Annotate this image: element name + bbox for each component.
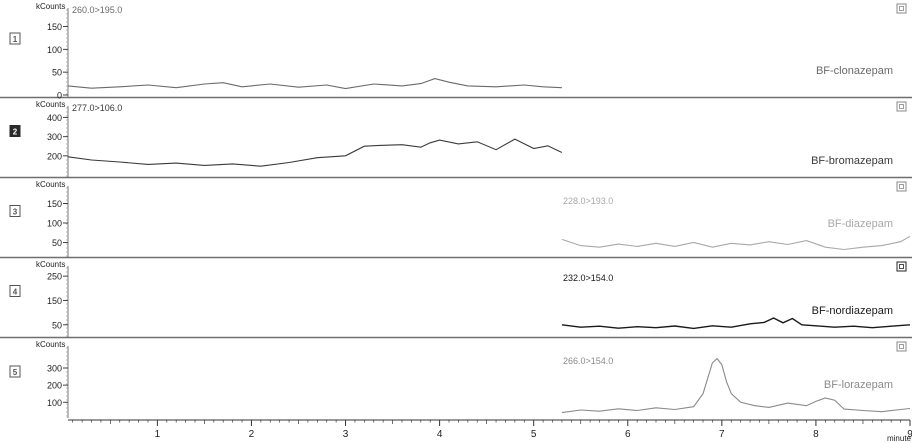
panel-index-label: 1: [13, 35, 18, 44]
y-unit-label: kCounts: [36, 340, 65, 349]
y-tick-label: 150: [47, 199, 62, 209]
transition-label: 260.0>195.0: [72, 5, 122, 15]
compound-label: BF-nordiazepam: [812, 305, 893, 317]
panel-index-label: 5: [13, 368, 18, 377]
options-square-inner: [899, 184, 904, 189]
compound-label: BF-clonazepam: [816, 65, 893, 77]
transition-label: 228.0>193.0: [563, 196, 613, 206]
y-tick-label: 50: [52, 238, 62, 248]
panel-5: kCounts 100 200 300 5 266.0>154.0 BF-lorazepam: [9, 340, 911, 418]
options-square-inner: [899, 6, 904, 11]
y-tick-label: 150: [47, 22, 62, 32]
y-tick-label: 100: [47, 45, 62, 55]
y-unit-label: kCounts: [36, 180, 65, 189]
trace-line: [561, 317, 911, 330]
options-square-icon[interactable]: [896, 3, 907, 14]
panel-2: kCounts 200 300 400 2 277.0>106.0 BF-bromazepa…: [9, 100, 907, 177]
panel-index-badge[interactable]: [9, 365, 21, 378]
x-tick-label: 3: [343, 429, 349, 440]
y-tick-label: 100: [47, 219, 62, 229]
panel-index-badge[interactable]: [9, 32, 21, 45]
y-unit-label: kCounts: [36, 2, 65, 11]
x-tick-label: 4: [437, 429, 443, 440]
y-tick-label: 150: [47, 296, 62, 306]
panel-index-badge[interactable]: [9, 125, 21, 137]
y-unit-label: kCounts: [36, 100, 65, 109]
trace-line: [561, 357, 911, 414]
x-tick-label: 1: [155, 429, 161, 440]
y-tick-label: 100: [47, 398, 62, 408]
compound-label: BF-diazepam: [828, 218, 893, 230]
panel-3: kCounts 50 100 150 3 228.0>193.0 BF-diazepam: [9, 180, 911, 257]
y-unit-label: kCounts: [36, 260, 65, 269]
trace-line: [67, 138, 563, 167]
options-square-icon[interactable]: [896, 261, 907, 272]
x-tick-label: 7: [719, 429, 725, 440]
options-square-icon[interactable]: [896, 181, 907, 192]
y-tick-label: 50: [52, 320, 62, 330]
panel-index-badge[interactable]: [9, 205, 21, 217]
y-tick-label: 200: [47, 381, 62, 391]
y-tick-label: 300: [47, 132, 62, 142]
options-square-icon[interactable]: [896, 341, 907, 352]
compound-label: BF-bromazepam: [811, 155, 893, 167]
x-tick-label: 2: [249, 429, 255, 440]
y-tick-label: 50: [52, 68, 62, 78]
options-square-inner: [899, 344, 904, 349]
panel-index-label: 4: [13, 288, 18, 297]
y-tick-label: 300: [47, 364, 62, 374]
options-square-icon[interactable]: [896, 101, 907, 112]
panel-index-label: 2: [13, 128, 18, 137]
y-tick-label: 200: [47, 151, 62, 161]
trace-line: [67, 78, 562, 90]
trace-line: [561, 235, 911, 251]
x-tick-label: 6: [625, 429, 631, 440]
panel-index-badge[interactable]: [9, 285, 21, 297]
compound-label: BF-lorazepam: [824, 379, 893, 391]
y-tick-label: 250: [47, 272, 62, 282]
x-unit-label: minute: [887, 434, 912, 443]
y-tick-label: 0: [57, 91, 62, 101]
x-tick-label: 5: [531, 429, 537, 440]
x-tick-label: 9: [907, 429, 912, 440]
options-square-inner: [899, 264, 904, 269]
y-tick-label: 400: [47, 113, 62, 123]
panel-4: kCounts 50 150 250 4 232.0>154.0 BF-nordiazepa…: [9, 260, 911, 337]
panel-index-label: 3: [13, 208, 18, 217]
x-tick-label: 8: [813, 429, 819, 440]
panel-1: kCounts 0 50 100 150 1 260.0>195.0 BF-clonazepa…: [9, 2, 907, 101]
options-square-inner: [899, 104, 904, 109]
transition-label: 266.0>154.0: [563, 356, 613, 366]
transition-label: 277.0>106.0: [72, 103, 122, 113]
transition-label: 232.0>154.0: [563, 273, 613, 283]
